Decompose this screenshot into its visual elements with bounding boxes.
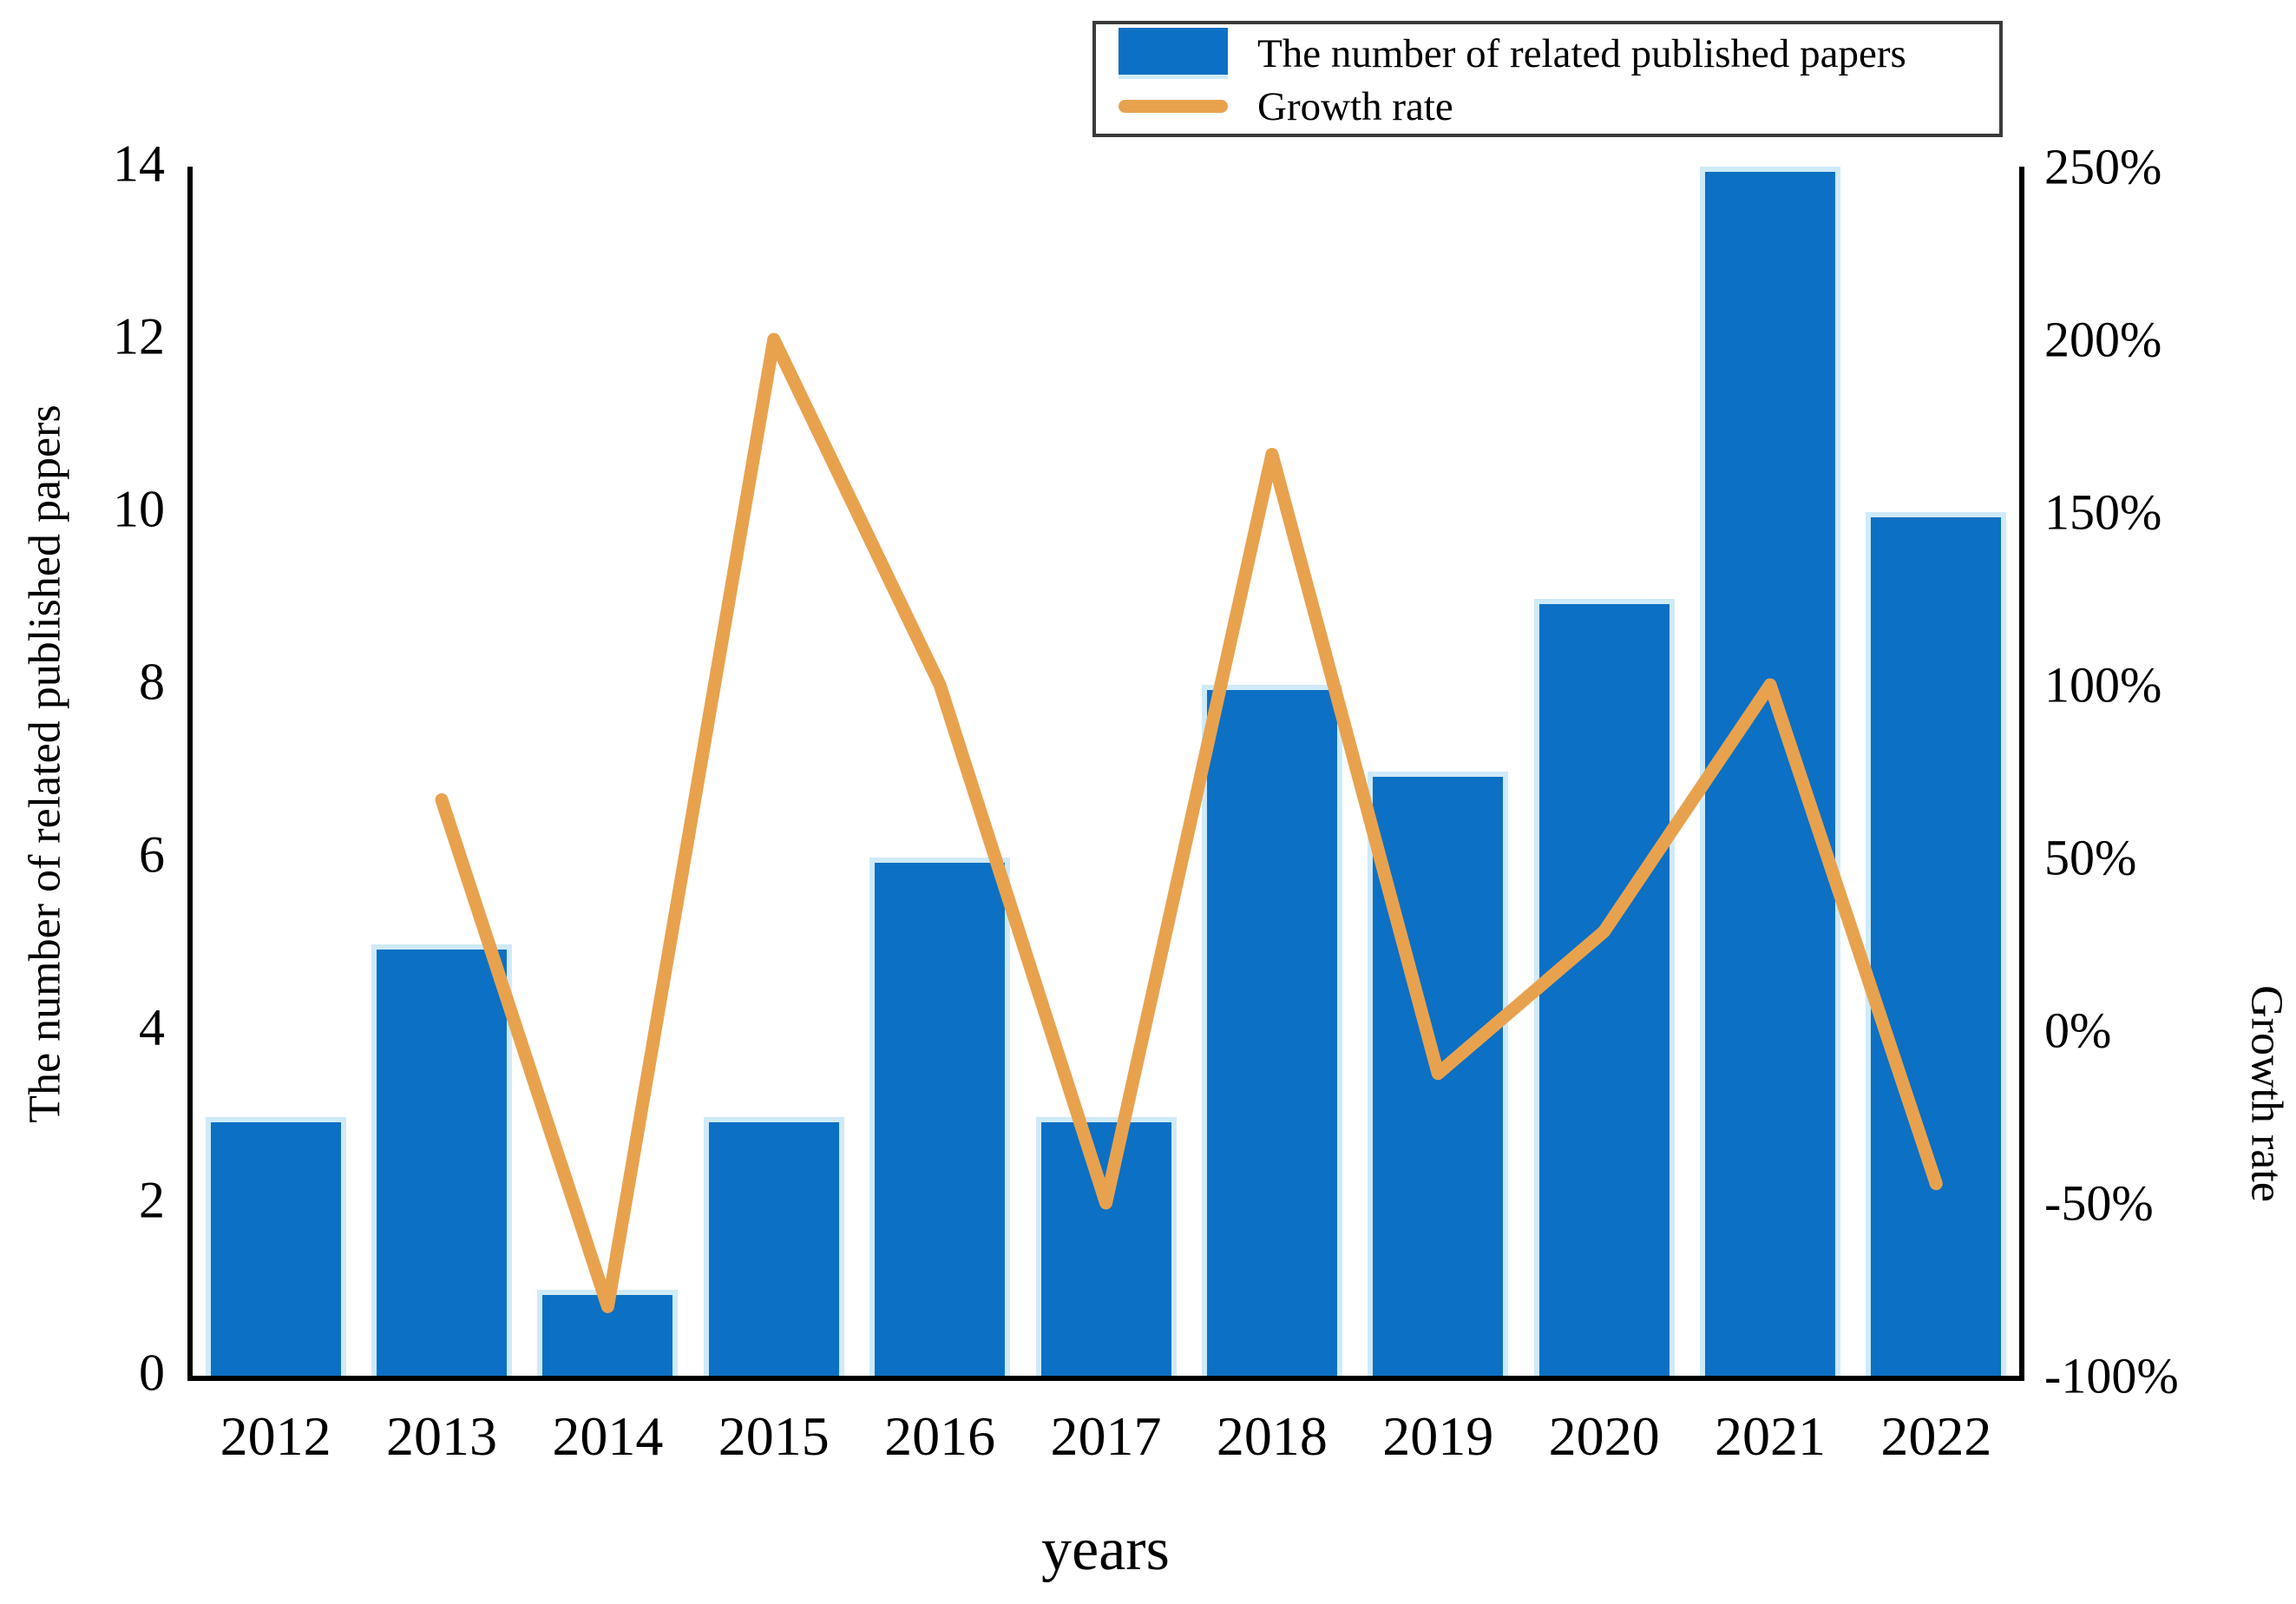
legend-item-papers: The number of related published papers: [1118, 28, 1999, 80]
legend-item-growth-rate: Growth rate: [1118, 83, 1999, 130]
right-axis-tick-200pct: 200%: [2044, 311, 2162, 368]
right-axis-tick-250pct: 250%: [2044, 138, 2162, 195]
bar-2015: [703, 1116, 844, 1376]
bar-2020: [1533, 598, 1675, 1376]
x-axis-tick-2016: 2016: [884, 1405, 996, 1467]
x-axis-tick-2019: 2019: [1382, 1405, 1494, 1467]
x-axis-tick-2015: 2015: [718, 1405, 830, 1467]
legend-label-growth-rate: Growth rate: [1257, 83, 1453, 129]
x-axis-tick-2017: 2017: [1050, 1405, 1162, 1467]
right-axis-tick--50pct: -50%: [2044, 1174, 2154, 1232]
right-axis-tick-150pct: 150%: [2044, 483, 2162, 541]
left-axis-tick-14: 14: [113, 135, 165, 193]
bar-2021: [1699, 167, 1840, 1376]
x-axis-tick-2022: 2022: [1880, 1405, 1992, 1467]
x-axis-title: years: [1041, 1516, 1170, 1583]
bar-2014: [537, 1289, 679, 1376]
bar-2013: [371, 943, 513, 1376]
right-axis-tick-100pct: 100%: [2044, 656, 2162, 713]
x-axis-tick-2018: 2018: [1216, 1405, 1328, 1467]
bar-series-swatch: [1118, 28, 1228, 80]
left-axis-tick-4: 4: [139, 998, 165, 1056]
legend-label-papers: The number of related published papers: [1257, 30, 1906, 76]
bar-2022: [1866, 512, 2007, 1376]
x-axis-tick-2021: 2021: [1714, 1405, 1826, 1467]
left-axis-tick-6: 6: [139, 825, 165, 884]
bar-2016: [869, 858, 1011, 1376]
left-axis-tick-12: 12: [113, 307, 165, 365]
right-axis-tick-50pct: 50%: [2044, 829, 2137, 886]
x-axis-tick-2012: 2012: [220, 1405, 331, 1467]
plot-area: [187, 167, 2024, 1381]
bar-2012: [205, 1116, 346, 1376]
right-axis-title: Growth rate: [2241, 985, 2292, 1202]
right-axis-tick-0pct: 0%: [2044, 1002, 2112, 1059]
right-axis-tick--100pct: -100%: [2044, 1347, 2179, 1404]
line-series-swatch: [1118, 100, 1228, 114]
bar-2017: [1035, 1116, 1177, 1376]
x-axis-tick-2014: 2014: [552, 1405, 664, 1467]
left-axis-tick-0: 0: [139, 1344, 165, 1402]
left-axis-tick-8: 8: [139, 653, 165, 711]
left-axis-tick-2: 2: [139, 1171, 165, 1229]
x-axis-tick-2013: 2013: [386, 1405, 498, 1467]
legend: The number of related published papers G…: [1092, 21, 2003, 137]
x-axis-tick-2020: 2020: [1548, 1405, 1660, 1467]
bar-2019: [1368, 771, 1509, 1376]
left-axis-tick-10: 10: [113, 480, 165, 538]
bar-2018: [1201, 685, 1342, 1376]
